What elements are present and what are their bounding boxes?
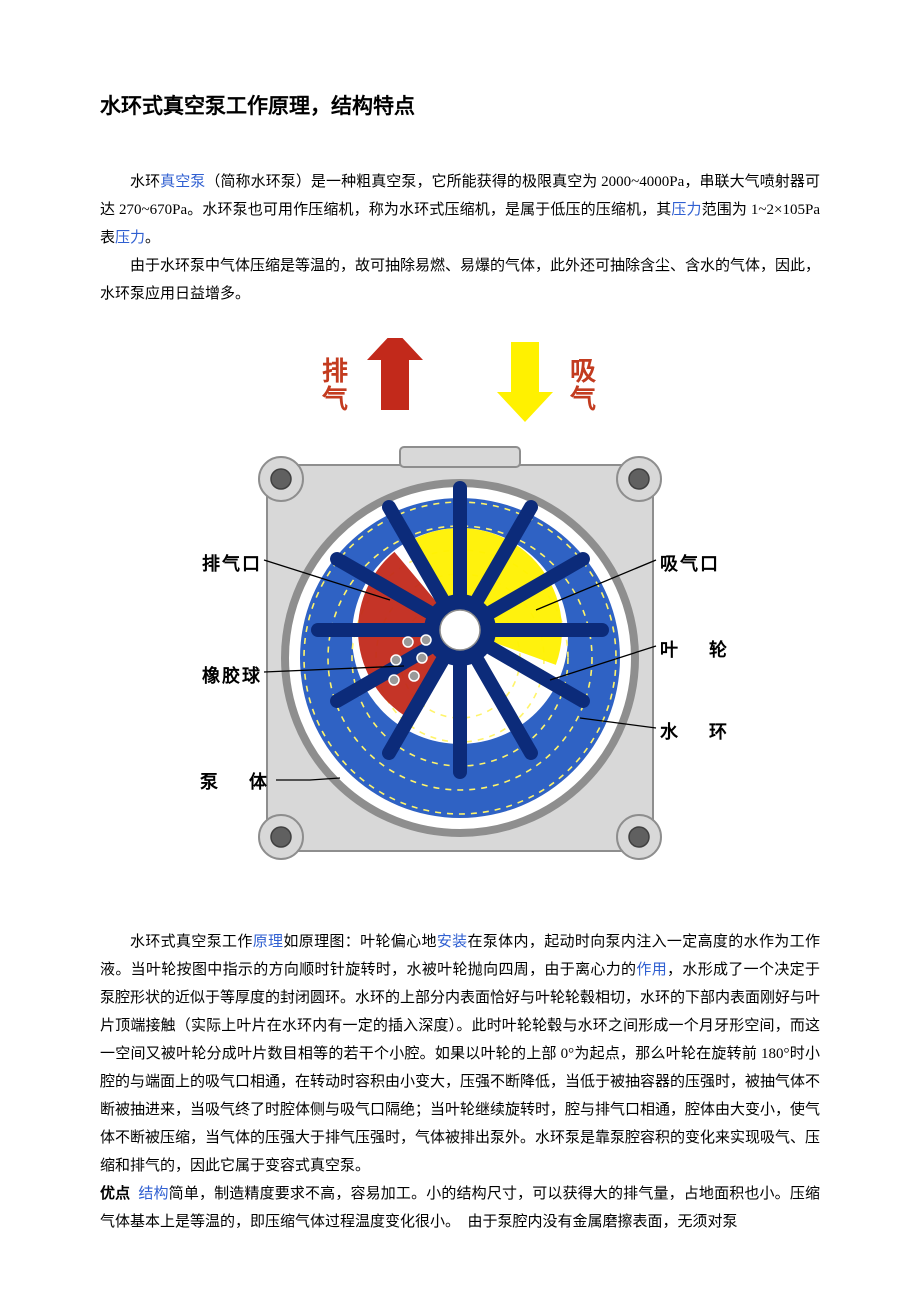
text: 叶 <box>660 640 678 660</box>
text: 。 <box>145 230 160 246</box>
intro-paragraph-2: 由于水环泵中气体压缩是等温的，故可抽除易燃、易爆的气体，此外还可抽除含尘、含水的… <box>100 252 820 308</box>
label-intake-port: 吸气口 <box>660 550 720 576</box>
page-title: 水环式真空泵工作原理，结构特点 <box>100 90 820 120</box>
body-paragraph-advantage: 优点 结构简单，制造精度要求不高，容易加工。小的结构尺寸，可以获得大的排气量，占… <box>100 1180 820 1236</box>
text: 水环 <box>130 174 160 190</box>
link-vacuum-pump[interactable]: 真空泵 <box>160 174 205 190</box>
intake-arrow-label: 吸 气 <box>570 358 596 414</box>
diagram-container: 排 气 吸 气 排气口 橡胶球 泵 体 吸气口 叶 轮 <box>100 338 820 898</box>
pump-svg <box>180 338 740 898</box>
text: 环 <box>709 722 727 742</box>
label-impeller: 叶 轮 <box>660 636 727 662</box>
text: 水环式真空泵工作 <box>130 934 253 950</box>
text: 排 <box>322 357 348 386</box>
pump-diagram: 排 气 吸 气 排气口 橡胶球 泵 体 吸气口 叶 轮 <box>180 338 740 898</box>
text: 如原理图：叶轮偏心地 <box>283 934 436 950</box>
link-structure[interactable]: 结构 <box>138 1186 168 1202</box>
link-pressure-1[interactable]: 压力 <box>671 202 701 218</box>
text: 气 <box>570 385 596 414</box>
text: 水 <box>660 722 678 742</box>
body-paragraph-principle: 水环式真空泵工作原理如原理图：叶轮偏心地安装在泵体内，起动时向泵内注入一定高度的… <box>100 928 820 1180</box>
text: ，水形成了一个决定于泵腔形状的近似于等厚度的封闭圆环。水环的上部分内表面恰好与叶… <box>100 962 820 1174</box>
text: 轮 <box>709 640 727 660</box>
text: 泵 <box>200 772 218 792</box>
text: 气 <box>322 385 348 414</box>
label-exhaust-port: 排气口 <box>202 550 262 576</box>
link-install[interactable]: 安装 <box>437 934 468 950</box>
label-rubber-ball: 橡胶球 <box>202 662 262 688</box>
label-pump-body: 泵 体 <box>200 768 267 794</box>
text: 简单，制造精度要求不高，容易加工。小的结构尺寸，可以获得大的排气量，占地面积也小… <box>100 1186 820 1230</box>
text: 体 <box>249 772 267 792</box>
intro-paragraph-1: 水环真空泵（简称水环泵）是一种粗真空泵，它所能获得的极限真空为 2000~400… <box>100 168 820 252</box>
label-water-ring: 水 环 <box>660 718 727 744</box>
advantage-lead: 优点 <box>100 1186 130 1202</box>
link-pressure-2[interactable]: 压力 <box>115 230 145 246</box>
page: 水环式真空泵工作原理，结构特点 水环真空泵（简称水环泵）是一种粗真空泵，它所能获… <box>0 0 920 1302</box>
link-effect[interactable]: 作用 <box>636 962 667 978</box>
text: 吸 <box>570 357 596 386</box>
exhaust-arrow-label: 排 气 <box>322 358 348 414</box>
link-principle[interactable]: 原理 <box>253 934 284 950</box>
